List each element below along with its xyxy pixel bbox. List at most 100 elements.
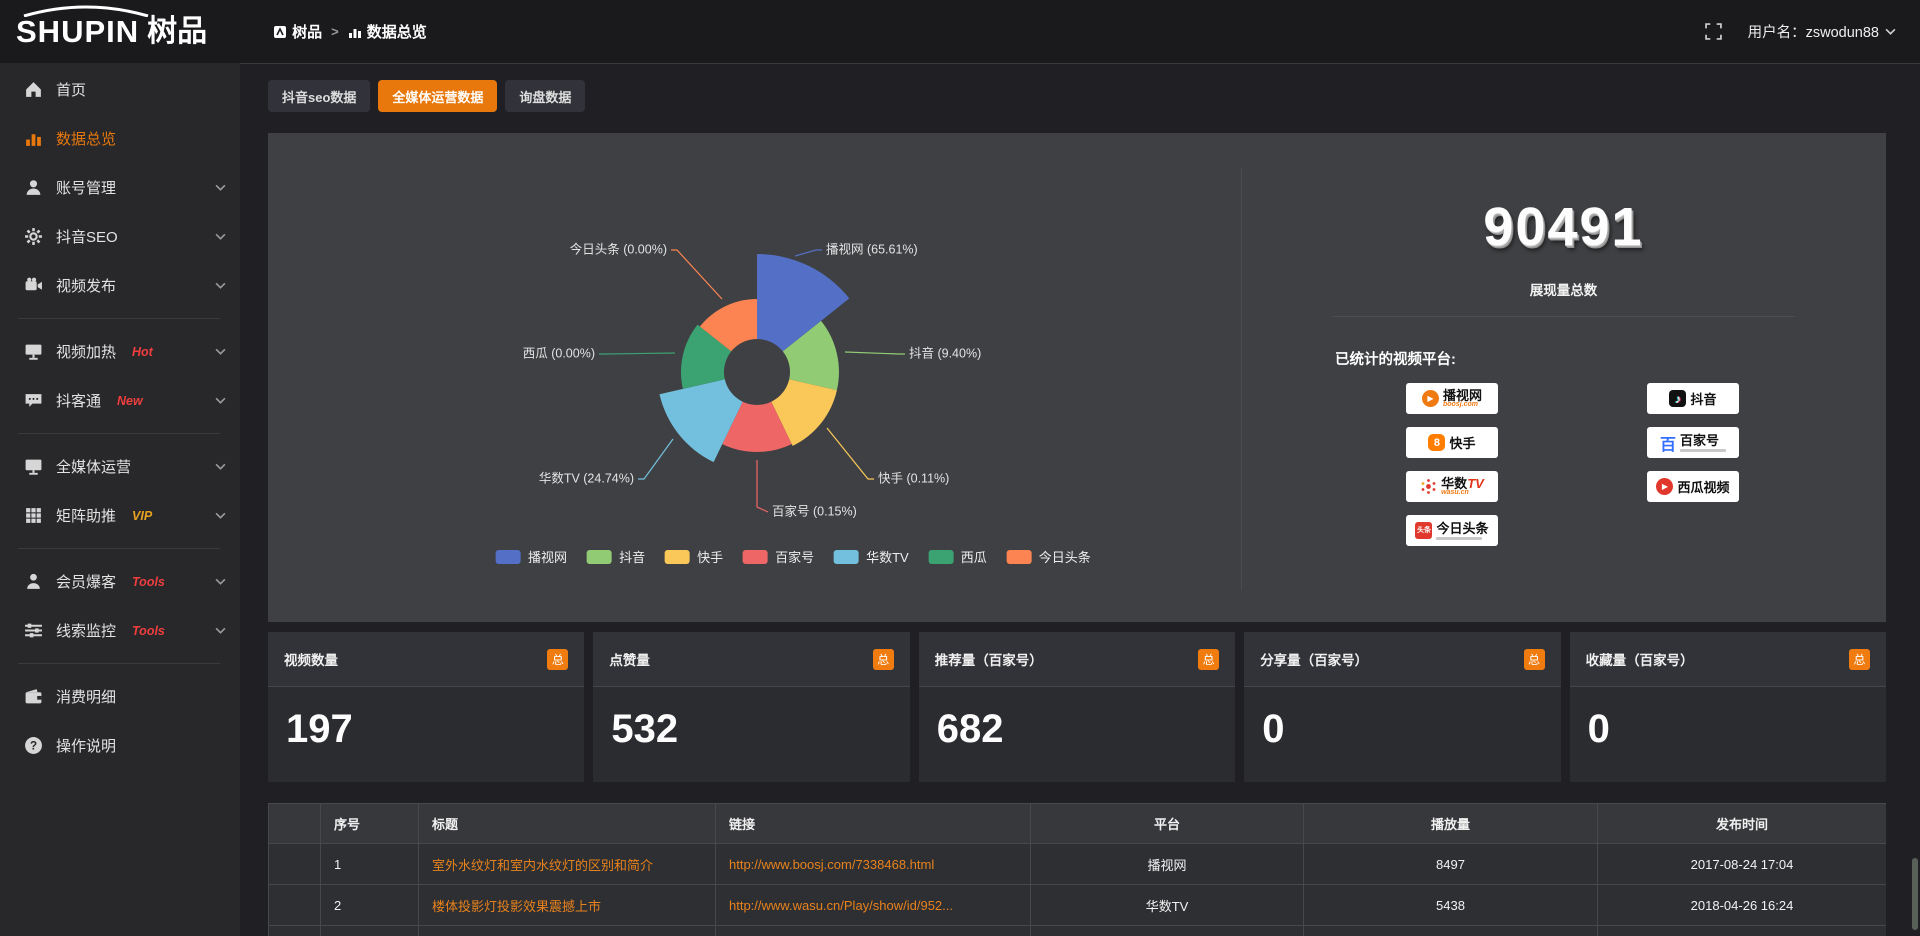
video-title-link[interactable]: 室外水纹灯和室内水纹灯的区别和简介 <box>418 843 716 885</box>
vip-badge: VIP <box>132 508 153 523</box>
sidebar-item-account-management[interactable]: 账号管理 <box>0 163 240 212</box>
sidebar-item-omni-media[interactable]: 全媒体运营 <box>0 442 240 491</box>
tab-inquiry-data[interactable]: 询盘数据 <box>505 80 586 112</box>
card-value: 0 <box>1262 707 1285 751</box>
boosj-play-icon: ▶ <box>1421 390 1439 407</box>
xigua-play-icon: ▶ <box>1656 478 1674 495</box>
pie-label-line <box>826 427 874 480</box>
pie-chart-svg: 播视网 (65.61%) 抖音 (9.40%) 快手 (0.11%) 百家号 (0.1… <box>523 241 982 518</box>
pie-slice-百家号[interactable] <box>722 401 792 453</box>
card-value: 197 <box>286 707 353 751</box>
chevron-down-icon <box>215 578 226 585</box>
sidebar-item-lead-monitor[interactable]: 线索监控 Tools <box>0 606 240 655</box>
total-badge[interactable]: 总 <box>1523 648 1545 670</box>
sidebar-item-member-leads[interactable]: 会员爆客 Tools <box>0 557 240 606</box>
header-divider <box>240 63 1920 64</box>
sidebar-divider <box>18 663 220 664</box>
platform-badge-baijiahao[interactable]: 百 百家号 <box>1647 427 1739 458</box>
tab-omni-media-data[interactable]: 全媒体运营数据 <box>378 80 498 112</box>
page-scrollbar[interactable] <box>1912 858 1918 930</box>
legend-item[interactable]: 今日头条 <box>1006 547 1091 566</box>
videos-table: 序号 标题 链接 平台 播放量 发布时间 1 室外水纹灯和室内水纹灯的区别和简介… <box>268 803 1886 936</box>
username-label: 用户名：zswodun88 <box>1747 25 1879 41</box>
total-badge[interactable]: 总 <box>547 648 569 670</box>
legend-swatch <box>665 549 691 564</box>
chart-legend: 播视网 抖音 快手 百家号 华数TV 西瓜 今日头条 <box>496 547 1091 566</box>
total-badge[interactable]: 总 <box>1848 648 1870 670</box>
sidebar-item-video-heating[interactable]: 视频加热 Hot <box>0 327 240 376</box>
sidebar-item-data-overview[interactable]: 数据总览 <box>0 114 240 163</box>
sidebar-item-matrix-boost[interactable]: 矩阵助推 VIP <box>0 491 240 540</box>
sidebar-divider <box>18 548 220 549</box>
legend-item[interactable]: 抖音 <box>587 547 645 566</box>
monitor-icon <box>24 457 43 476</box>
chevron-down-icon <box>215 463 226 470</box>
toutiao-tagline <box>1436 536 1483 540</box>
logo-suffix: 树品 <box>147 15 208 48</box>
sidebar-item-spend-details[interactable]: 消费明细 <box>0 672 240 721</box>
counted-platforms-title: 已统计的视频平台: <box>1335 352 1456 368</box>
tools-badge: Tools <box>132 574 165 589</box>
legend-swatch <box>496 549 522 564</box>
tab-douyin-seo[interactable]: 抖音seo数据 <box>268 80 371 112</box>
pie-slice-华数TV[interactable] <box>659 379 743 463</box>
platform-badge-douyin[interactable]: ♪ 抖音 <box>1647 383 1739 414</box>
total-badge[interactable]: 总 <box>1198 648 1220 670</box>
legend-item[interactable]: 西瓜 <box>928 547 987 566</box>
fullscreen-icon[interactable] <box>1704 23 1722 40</box>
hot-badge: Hot <box>132 344 153 359</box>
sidebar-item-doukingtong[interactable]: 抖客通 New <box>0 376 240 425</box>
sidebar-item-help[interactable]: ? 操作说明 <box>0 721 240 770</box>
pie-slice-快手[interactable] <box>771 379 837 446</box>
pie-label-line <box>756 460 769 513</box>
pie-slice-label: 快手 (0.11%) <box>878 471 949 485</box>
legend-item[interactable]: 播视网 <box>496 547 567 566</box>
baijiahao-icon: 百 <box>1659 436 1676 454</box>
table-row: 2 楼体投影灯投影效果震撼上市 http://www.wasu.cn/Play/… <box>268 884 1886 926</box>
pie-label-line <box>844 351 905 355</box>
sidebar-divider <box>18 433 220 434</box>
sidebar-item-home[interactable]: 首页 <box>0 65 240 114</box>
platform-badge-kuaishou[interactable]: 8 快手 <box>1406 427 1498 458</box>
chevron-down-icon <box>215 627 226 634</box>
pie-slice-播视网[interactable] <box>757 253 850 352</box>
sidebar-item-video-publish[interactable]: 视频发布 <box>0 261 240 310</box>
platform-badge-xigua[interactable]: ▶ 西瓜视频 <box>1647 471 1739 502</box>
legend-item[interactable]: 百家号 <box>743 547 814 566</box>
sidebar-item-douyin-seo[interactable]: 抖音SEO <box>0 212 240 261</box>
platform-badge-boosj[interactable]: ▶ 播视网 boosj.com <box>1406 383 1498 414</box>
app-logo[interactable]: SHUPIN 树品 <box>0 5 208 48</box>
pie-slice-抖音[interactable] <box>782 320 839 391</box>
table-header-row: 序号 标题 链接 平台 播放量 发布时间 <box>268 803 1886 844</box>
impressions-total-label: 展现量总数 <box>1529 283 1598 298</box>
chevron-down-icon <box>1885 28 1896 35</box>
stat-cards: 视频数量总 197 点赞量总 532 推荐量（百家号）总 682 分享量（百家号… <box>268 632 1886 782</box>
sidebar: 首页 数据总览 账号管理 抖音SEO 视频发布 视频加热 Hot 抖客通 New… <box>0 63 240 936</box>
legend-swatch <box>1006 549 1032 564</box>
platform-badge-toutiao[interactable]: 头条 今日头条 <box>1406 515 1498 546</box>
pie-slice-今日头条[interactable] <box>699 299 757 352</box>
video-url-link[interactable]: http://www.wasu.cn/Play/show/id/952... <box>715 884 1031 926</box>
video-url-link[interactable]: http://www.boosj.com/7338468.html <box>715 843 1031 885</box>
breadcrumb-data-overview[interactable]: 数据总览 <box>348 21 427 42</box>
breadcrumb-separator: > <box>331 24 339 39</box>
platform-badges: ▶ 播视网 boosj.com 8 快手 华数TV wasu.cn 头条 今日头条 <box>1406 383 1886 546</box>
new-badge: New <box>117 393 143 408</box>
user-menu[interactable]: 用户名：zswodun88 <box>1748 21 1896 42</box>
logo-text: SHUPIN <box>16 5 149 47</box>
pie-label-line <box>599 352 676 355</box>
pie-slice-label: 抖音 (9.40%) <box>909 345 981 360</box>
legend-item[interactable]: 快手 <box>665 547 723 566</box>
total-badge[interactable]: 总 <box>872 648 894 670</box>
shupin-mark-icon <box>273 25 287 39</box>
sidebar-divider <box>18 318 220 319</box>
legend-item[interactable]: 华数TV <box>834 547 909 566</box>
breadcrumb-home[interactable]: 树品 <box>273 21 322 42</box>
video-title-link[interactable]: 楼体投影灯投影效果震撼上市 <box>418 884 716 926</box>
pie-slice-西瓜[interactable] <box>680 324 732 389</box>
platform-badge-wasu[interactable]: 华数TV wasu.cn <box>1406 471 1498 502</box>
header-right: 用户名：zswodun88 <box>1704 21 1920 42</box>
toutiao-icon: 头条 <box>1415 522 1433 539</box>
overview-panel: 播视网 (65.61%) 抖音 (9.40%) 快手 (0.11%) 百家号 (0.1… <box>268 133 1886 622</box>
table-row: 1 室外水纹灯和室内水纹灯的区别和简介 http://www.boosj.com… <box>268 843 1886 885</box>
